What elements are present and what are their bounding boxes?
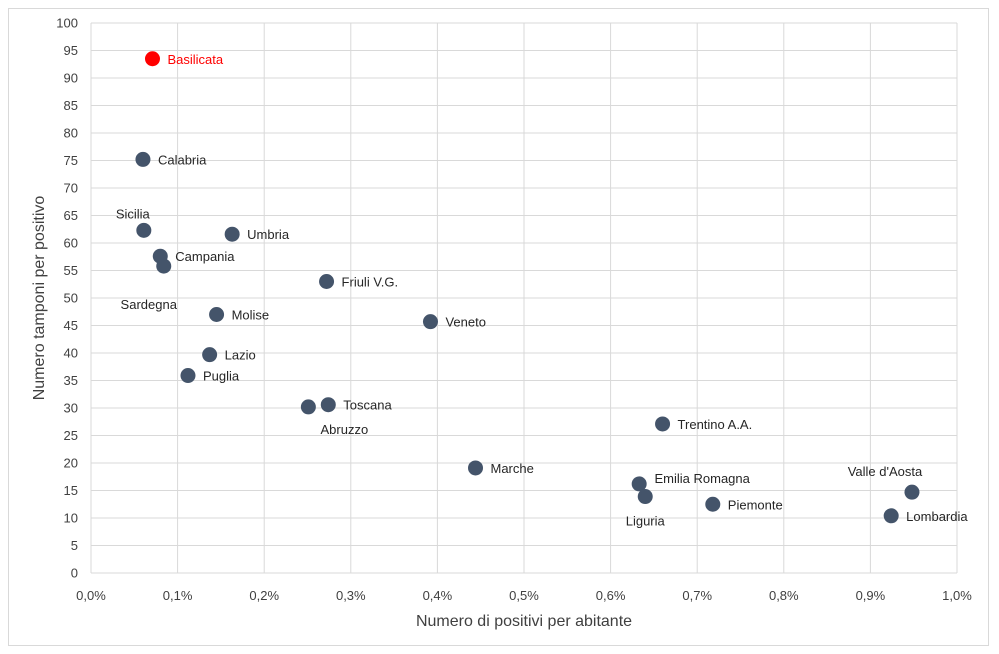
point-emilia-romagna [631, 476, 647, 492]
data-labels: Basilicata Calabria Sicilia Umbria Campania S… [116, 52, 969, 529]
y-axis-ticks: 0 5 10 15 20 25 30 35 40 45 50 55 60 65 70 75 80 85 90 95 10… [56, 16, 78, 581]
label-emilia-romagna: Emilia Romagna [654, 471, 750, 486]
x-axis-ticks: 0,0% 0,1% 0,2% 0,3% 0,4% 0,5% 0,6% 0,7% 0,8% 0,9%… [76, 588, 972, 603]
point-puglia [180, 368, 196, 384]
x-tick-label: 0,3% [336, 588, 366, 603]
label-umbria: Umbria [247, 227, 290, 242]
y-tick-label: 45 [64, 318, 78, 333]
y-tick-label: 25 [64, 428, 78, 443]
y-tick-label: 100 [56, 16, 78, 31]
point-friuli-v-g [319, 274, 335, 289]
y-tick-label: 30 [64, 401, 78, 416]
y-axis-title: Numero tamponi per positivo [31, 196, 48, 401]
label-toscana: Toscana [343, 398, 392, 413]
label-veneto: Veneto [445, 315, 486, 330]
x-tick-label: 0,1% [163, 588, 193, 603]
y-tick-label: 65 [64, 208, 78, 223]
label-piemonte: Piemonte [728, 497, 783, 512]
y-tick-label: 40 [64, 346, 78, 361]
x-tick-label: 0,9% [856, 588, 886, 603]
label-calabria: Calabria [158, 152, 207, 167]
point-sicilia [136, 222, 152, 238]
label-lazio: Lazio [225, 348, 256, 363]
x-tick-label: 0,8% [769, 588, 799, 603]
point-umbria [224, 226, 240, 242]
gridlines [90, 22, 958, 574]
point-valle-d-aosta [904, 484, 920, 500]
point-molise [209, 307, 225, 322]
y-tick-label: 50 [64, 291, 78, 306]
x-axis-title: Numero di positivi per abitante [416, 613, 632, 630]
y-tick-label: 0 [71, 566, 78, 581]
point-toscana [320, 397, 336, 413]
y-tick-label: 70 [64, 181, 78, 196]
data-points [135, 51, 920, 524]
point-basilicata [144, 51, 160, 67]
point-lazio [202, 347, 218, 363]
y-tick-label: 75 [64, 153, 78, 168]
label-trentino-a-a: Trentino A.A. [678, 417, 753, 432]
label-basilicata: Basilicata [167, 52, 223, 67]
y-tick-label: 60 [64, 236, 78, 251]
x-tick-label: 0,6% [596, 588, 626, 603]
y-tick-label: 55 [64, 263, 78, 278]
y-tick-label: 5 [71, 538, 78, 553]
point-lombardia [883, 508, 899, 524]
point-piemonte [705, 496, 721, 512]
y-tick-label: 10 [64, 511, 78, 526]
label-lombardia: Lombardia [906, 509, 968, 524]
label-campania: Campania [175, 249, 235, 264]
x-tick-label: 0,0% [76, 588, 106, 603]
y-tick-label: 85 [64, 98, 78, 113]
label-marche: Marche [491, 461, 534, 476]
point-trentino-a-a [655, 416, 671, 432]
label-valle-d-aosta: Valle d'Aosta [848, 464, 923, 479]
x-tick-label: 0,4% [423, 588, 453, 603]
point-marche [468, 460, 484, 476]
x-tick-label: 1,0% [942, 588, 972, 603]
label-molise: Molise [232, 308, 270, 323]
y-tick-label: 15 [64, 483, 78, 498]
y-tick-label: 95 [64, 43, 78, 58]
x-tick-label: 0,7% [682, 588, 712, 603]
point-liguria [637, 489, 653, 505]
label-sardegna: Sardegna [121, 297, 178, 312]
label-sicilia: Sicilia [116, 206, 151, 221]
point-calabria [135, 151, 151, 167]
y-tick-label: 90 [64, 71, 78, 86]
x-tick-label: 0,2% [249, 588, 279, 603]
chart-frame [8, 8, 989, 646]
label-abruzzo: Abruzzo [321, 422, 369, 437]
point-veneto [422, 314, 438, 330]
x-tick-label: 0,5% [509, 588, 539, 603]
y-tick-label: 20 [64, 456, 78, 471]
point-abruzzo [300, 399, 316, 415]
point-sardegna [156, 258, 172, 274]
label-liguria: Liguria [626, 514, 666, 529]
y-tick-label: 80 [64, 126, 78, 141]
label-friuli-v-g: Friuli V.G. [342, 275, 399, 290]
label-puglia: Puglia [203, 369, 240, 384]
y-tick-label: 35 [64, 373, 78, 388]
